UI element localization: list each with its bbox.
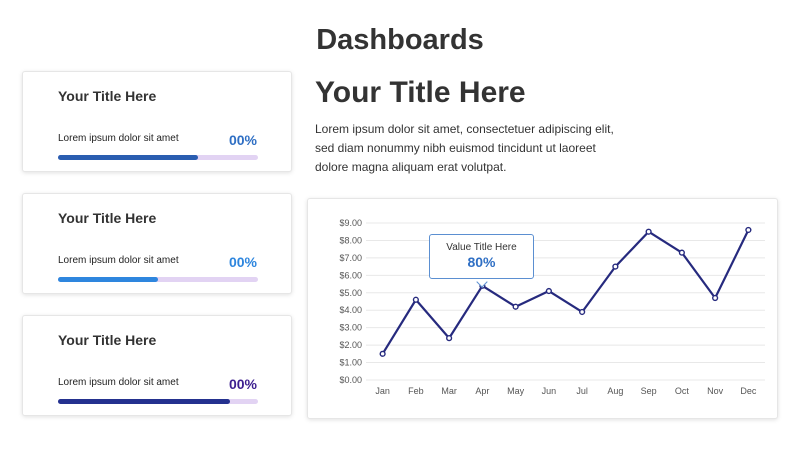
x-tick-label: Dec: [740, 386, 757, 396]
kpi-card-title: Your Title Here: [58, 210, 157, 226]
data-point: [446, 335, 453, 342]
data-point: [579, 308, 586, 316]
y-tick-label: $0.00: [339, 375, 362, 385]
kpi-card-text: Lorem ipsum dolor sit amet: [58, 255, 179, 266]
x-tick-label: May: [507, 386, 525, 396]
series-line: [381, 229, 750, 355]
kpi-card-value: 00%: [228, 132, 257, 148]
page-title: Dashboards: [316, 24, 484, 56]
x-tick-label: Aug: [607, 386, 623, 396]
chart-card: $0.00 $1.00 $2.00 $3.00 $4.00 $5.00 $6.00 $7.00…: [307, 198, 778, 419]
y-tick-label: $2.00: [339, 340, 362, 350]
y-tick-label: $7.00: [339, 253, 362, 263]
kpi-card-title: Your Title Here: [58, 332, 157, 348]
x-tick-label: Jun: [542, 386, 557, 396]
data-point: [512, 303, 519, 310]
y-tick-label: $5.00: [339, 288, 362, 298]
kpi-card-3: Your Title Here Lorem ipsum dolor sit am…: [22, 315, 292, 416]
progress-track: [58, 277, 258, 282]
x-tick-label: Jan: [375, 386, 390, 396]
data-point: [678, 249, 685, 256]
progress-fill: [58, 155, 198, 160]
section-heading: Your Title Here: [315, 76, 526, 109]
x-tick-label: Apr: [475, 386, 489, 396]
kpi-card-text: Lorem ipsum dolor sit amet: [58, 133, 179, 144]
kpi-card-text: Lorem ipsum dolor sit amet: [58, 377, 179, 388]
line-chart: $0.00 $1.00 $2.00 $3.00 $4.00 $5.00 $6.00 $7.00…: [339, 218, 765, 396]
data-point: [612, 263, 619, 270]
x-tick-label: Feb: [408, 386, 424, 396]
chart-tooltip: Value Title Here 80%: [429, 234, 534, 279]
data-point: [645, 228, 652, 235]
y-tick-label: $9.00: [339, 218, 362, 228]
data-point: [379, 350, 386, 357]
kpi-card-value: 00%: [228, 254, 257, 270]
x-tick-label: Jul: [576, 386, 588, 396]
y-tick-label: $6.00: [339, 270, 362, 280]
x-tick-label: Sep: [641, 386, 657, 396]
progress-fill: [58, 399, 230, 404]
y-tick-label: $1.00: [339, 358, 362, 368]
kpi-card-2: Your Title Here Lorem ipsum dolor sit am…: [22, 193, 292, 294]
y-tick-label: $4.00: [339, 305, 362, 315]
x-tick-label: Nov: [707, 386, 724, 396]
section-body-text: Lorem ipsum dolor sit amet, consectetuer…: [315, 122, 614, 174]
kpi-card-1: Your Title Here Lorem ipsum dolor sit am…: [22, 71, 292, 172]
kpi-card-value: 00%: [228, 376, 257, 392]
data-point: [712, 294, 719, 302]
data-point: [412, 296, 419, 303]
x-tick-label: Mar: [441, 386, 457, 396]
progress-track: [58, 155, 258, 160]
data-point: [545, 287, 552, 295]
kpi-card-title: Your Title Here: [58, 88, 157, 104]
y-tick-label: $8.00: [339, 235, 362, 245]
progress-track: [58, 399, 258, 404]
tooltip-label: Value Title Here: [446, 242, 517, 253]
data-point: [745, 226, 752, 234]
y-tick-label: $3.00: [339, 323, 362, 333]
x-tick-label: Oct: [675, 386, 690, 396]
progress-fill: [58, 277, 158, 282]
tooltip-value: 80%: [467, 254, 496, 270]
